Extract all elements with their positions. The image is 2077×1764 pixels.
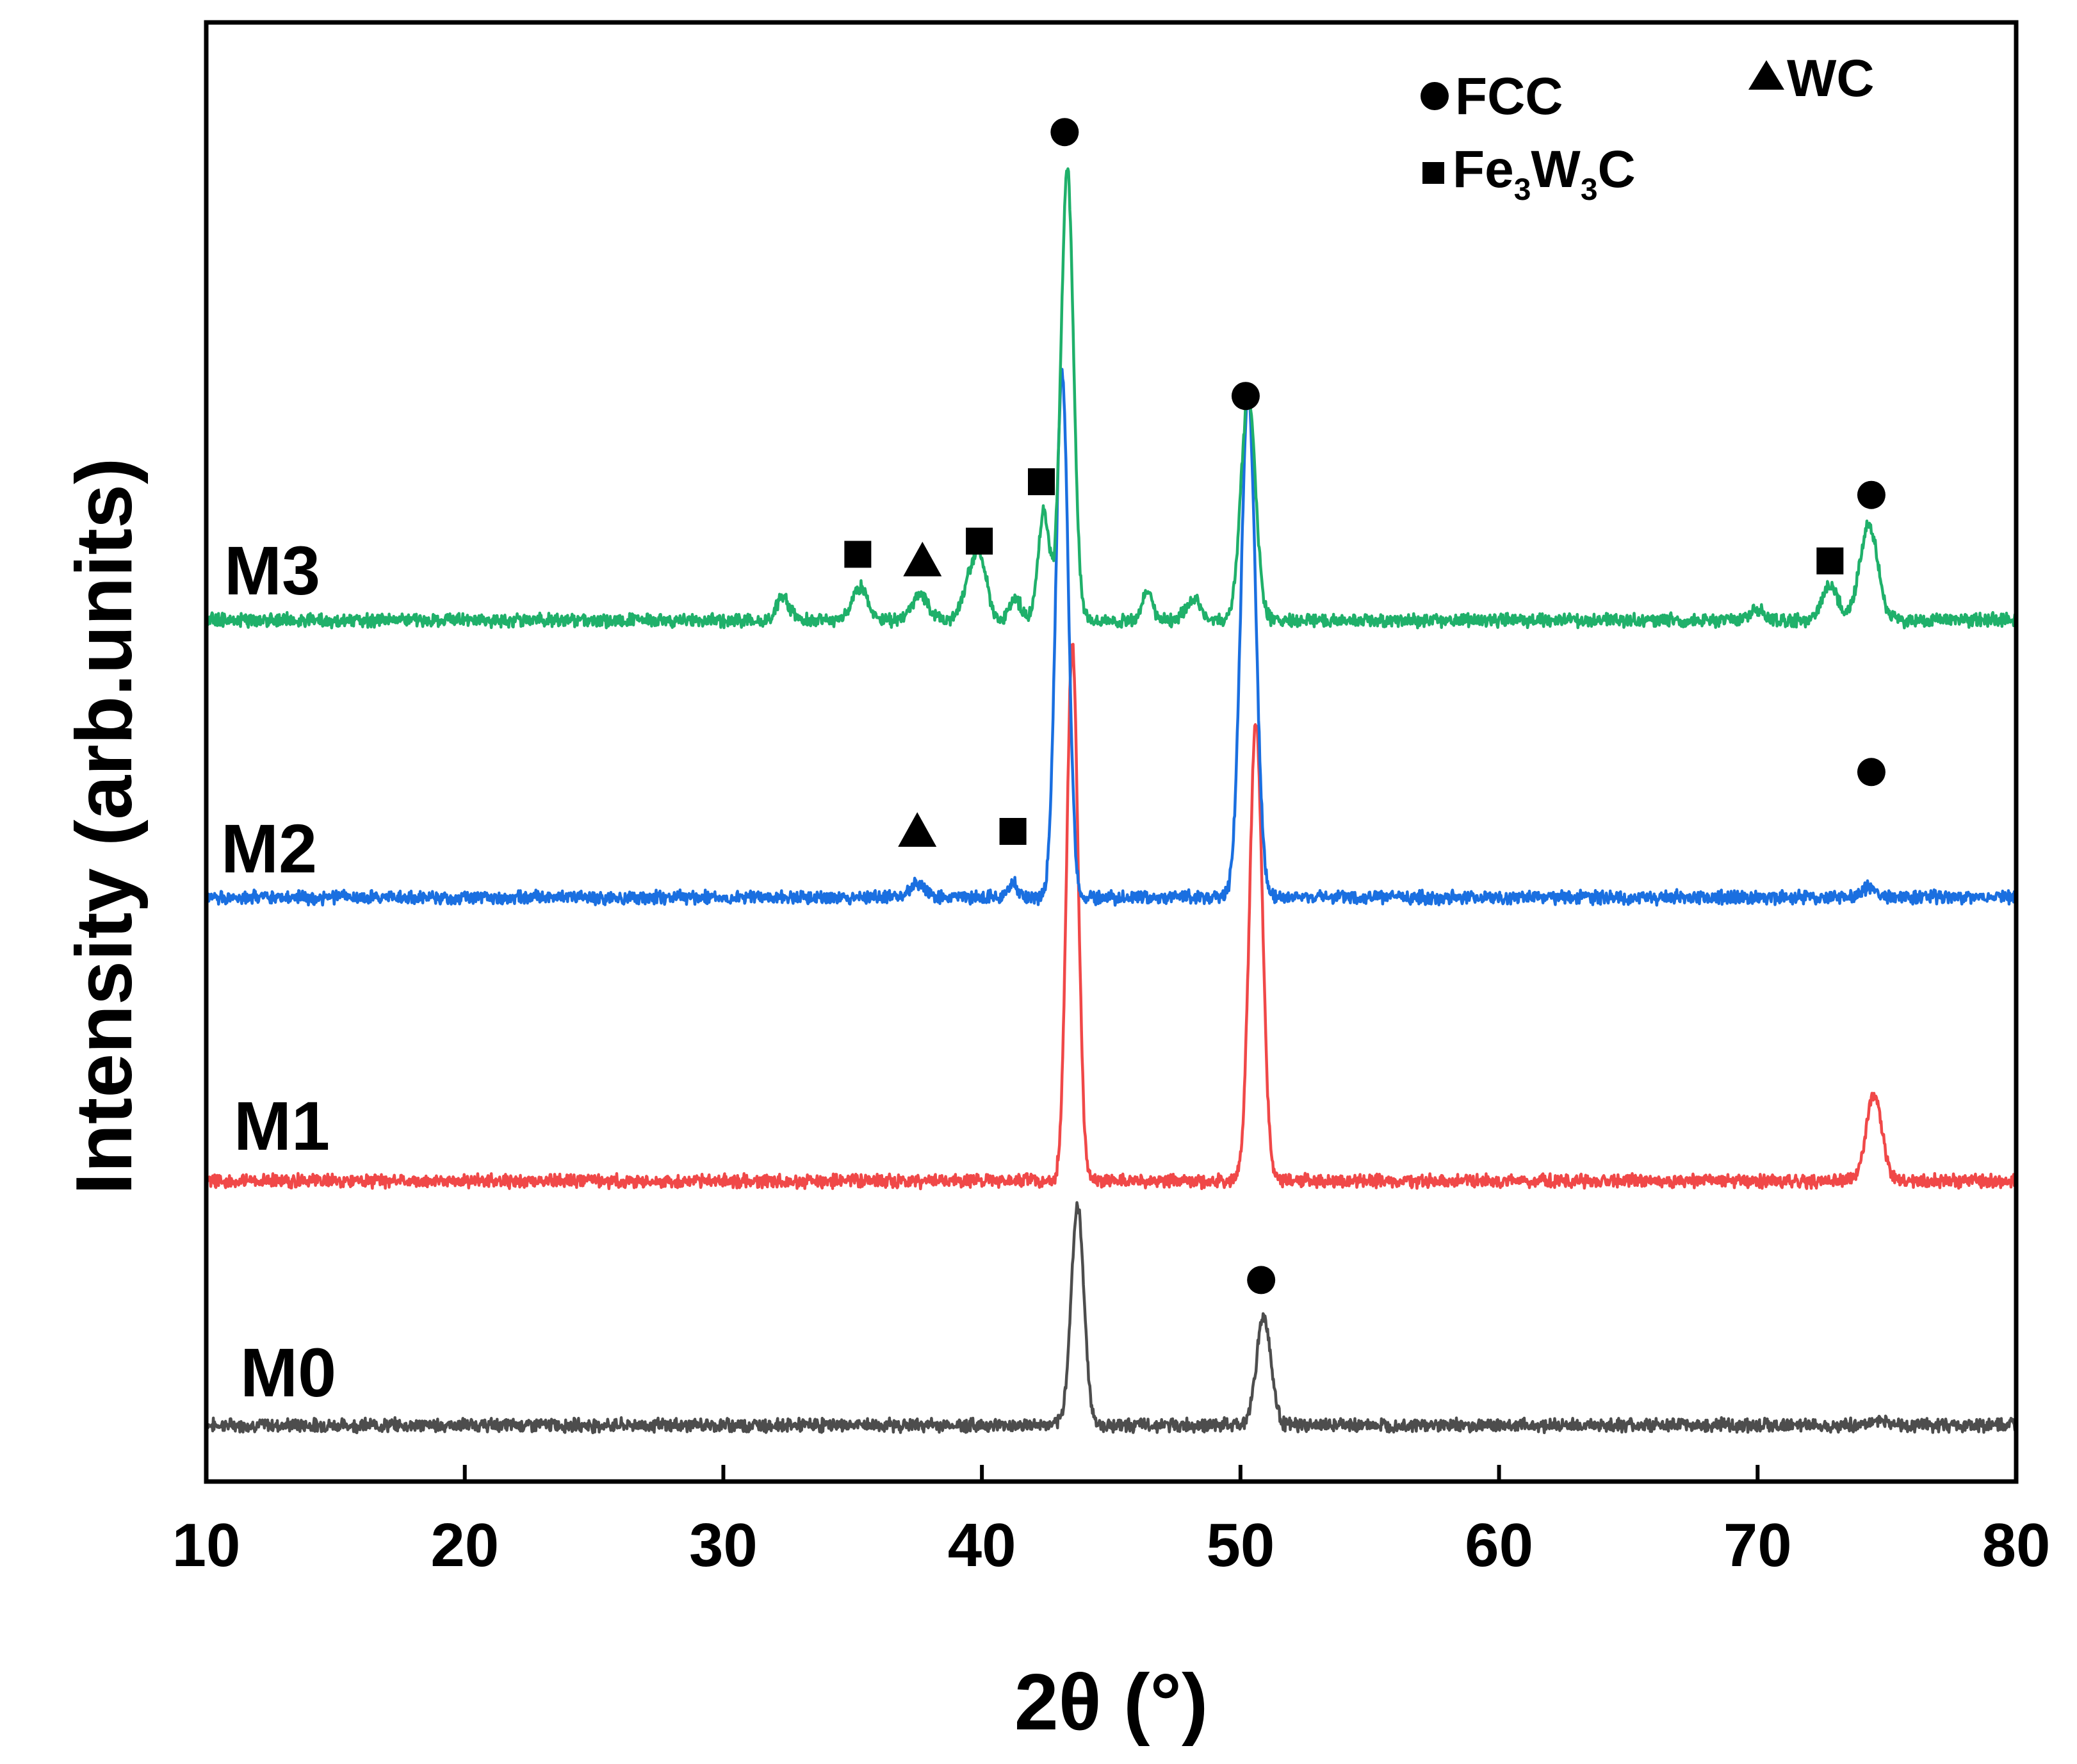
series-label-m3: M3 [224, 532, 320, 609]
legend-fe3w3c-fe: Fe [1453, 140, 1514, 199]
legend-fe3w3c-sub1: 3 [1514, 173, 1531, 207]
x-axis-title: 2θ (°) [1014, 1658, 1209, 1747]
series-label-m2: M2 [221, 810, 317, 887]
y-axis-title: Intensity (arb.units) [60, 458, 149, 1195]
x-tick-label: 60 [1465, 1511, 1533, 1580]
marker-fcc-circle-icon [1247, 1266, 1276, 1294]
x-tick-label: 70 [1723, 1511, 1792, 1580]
legend-wc-label: WC [1787, 49, 1875, 108]
x-axis: 10 20 30 40 50 60 70 80 [172, 1465, 2051, 1580]
x-tick-label: 20 [430, 1511, 499, 1580]
series-m3-line [204, 167, 2018, 630]
legend: FCC WC Fe3W3C [1421, 49, 1875, 207]
x-tick-label: 30 [689, 1511, 758, 1580]
legend-fe3w3c-w: W [1531, 140, 1581, 199]
series-label-m0: M0 [240, 1334, 336, 1411]
legend-fe3w3c-sub2: 3 [1581, 173, 1598, 207]
x-tick-label: 50 [1206, 1511, 1275, 1580]
marker-fcc-circle-icon [1857, 480, 1886, 509]
legend-wc-triangle-icon [1748, 60, 1784, 90]
marker-fe3w3c-square-icon [999, 818, 1027, 845]
marker-wc-triangle-icon [903, 541, 942, 576]
x-tick-label: 40 [948, 1511, 1016, 1580]
marker-fcc-circle-icon [1857, 758, 1886, 787]
series-labels: M0 M1 M2 M3 [221, 532, 336, 1411]
series-m1-line [204, 642, 2018, 1191]
legend-fe3w3c-square-icon [1422, 162, 1444, 184]
marker-fcc-circle-icon [1231, 382, 1260, 411]
series-layer [204, 167, 2018, 1435]
marker-wc-triangle-icon [898, 812, 937, 847]
series-m2-line [204, 368, 2018, 907]
x-tick-label: 80 [1982, 1511, 2051, 1580]
x-tick-label: 10 [172, 1511, 241, 1580]
legend-fcc-label: FCC [1455, 67, 1563, 126]
marker-fe3w3c-square-icon [1027, 468, 1055, 496]
plot-frame [204, 20, 2019, 1484]
series-m0-line [204, 1201, 2018, 1435]
marker-fcc-circle-icon [1050, 118, 1079, 147]
legend-fe3w3c-c: C [1598, 140, 1636, 199]
legend-fcc-circle-icon [1421, 82, 1449, 110]
marker-fe3w3c-square-icon [966, 527, 993, 555]
marker-fe3w3c-square-icon [844, 541, 872, 568]
legend-fe3w3c-label: Fe3W3C [1453, 140, 1636, 207]
series-label-m1: M1 [234, 1087, 330, 1164]
phase-marker-layer [844, 118, 1886, 1294]
marker-fe3w3c-square-icon [1816, 547, 1844, 575]
